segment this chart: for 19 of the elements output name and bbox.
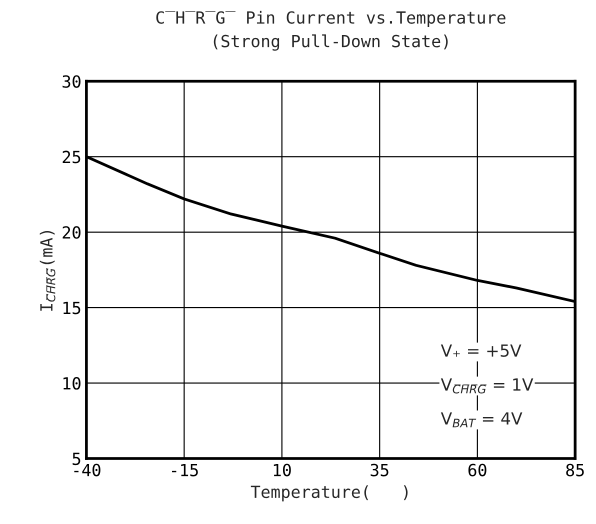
annotation: V$_{BAT}$ = 4V bbox=[440, 412, 522, 428]
x-tick-label: 85 bbox=[566, 464, 584, 476]
y-tick-label: 10 bbox=[63, 377, 80, 390]
x-tick-label: -40 bbox=[74, 464, 100, 476]
annotation: V$_{C̅H̅R̅G̅}$ = 1V bbox=[440, 378, 534, 394]
annotation: V₊ = +5V bbox=[440, 344, 522, 357]
y-tick-label: 25 bbox=[62, 150, 80, 164]
y-tick-label: 15 bbox=[63, 302, 80, 314]
x-axis-title: Temperature( ) bbox=[250, 485, 408, 502]
chart-title: C̅H̅R̅G̅ Pin Current vs.Temperature bbox=[156, 10, 506, 28]
x-tick-label: 60 bbox=[468, 464, 486, 476]
y-tick-label: 30 bbox=[62, 75, 80, 88]
chart-subtitle: (Strong Pull-Down State) bbox=[214, 34, 448, 51]
x-tick-label: -15 bbox=[172, 464, 198, 476]
y-tick-label: 5 bbox=[72, 452, 80, 466]
y-tick-label: 20 bbox=[62, 226, 80, 239]
y-axis-title: I$_{C̅H̅R̅G̅}$(mA) bbox=[40, 230, 56, 311]
x-tick-label: 35 bbox=[370, 464, 388, 476]
x-tick-label: 10 bbox=[274, 464, 291, 476]
